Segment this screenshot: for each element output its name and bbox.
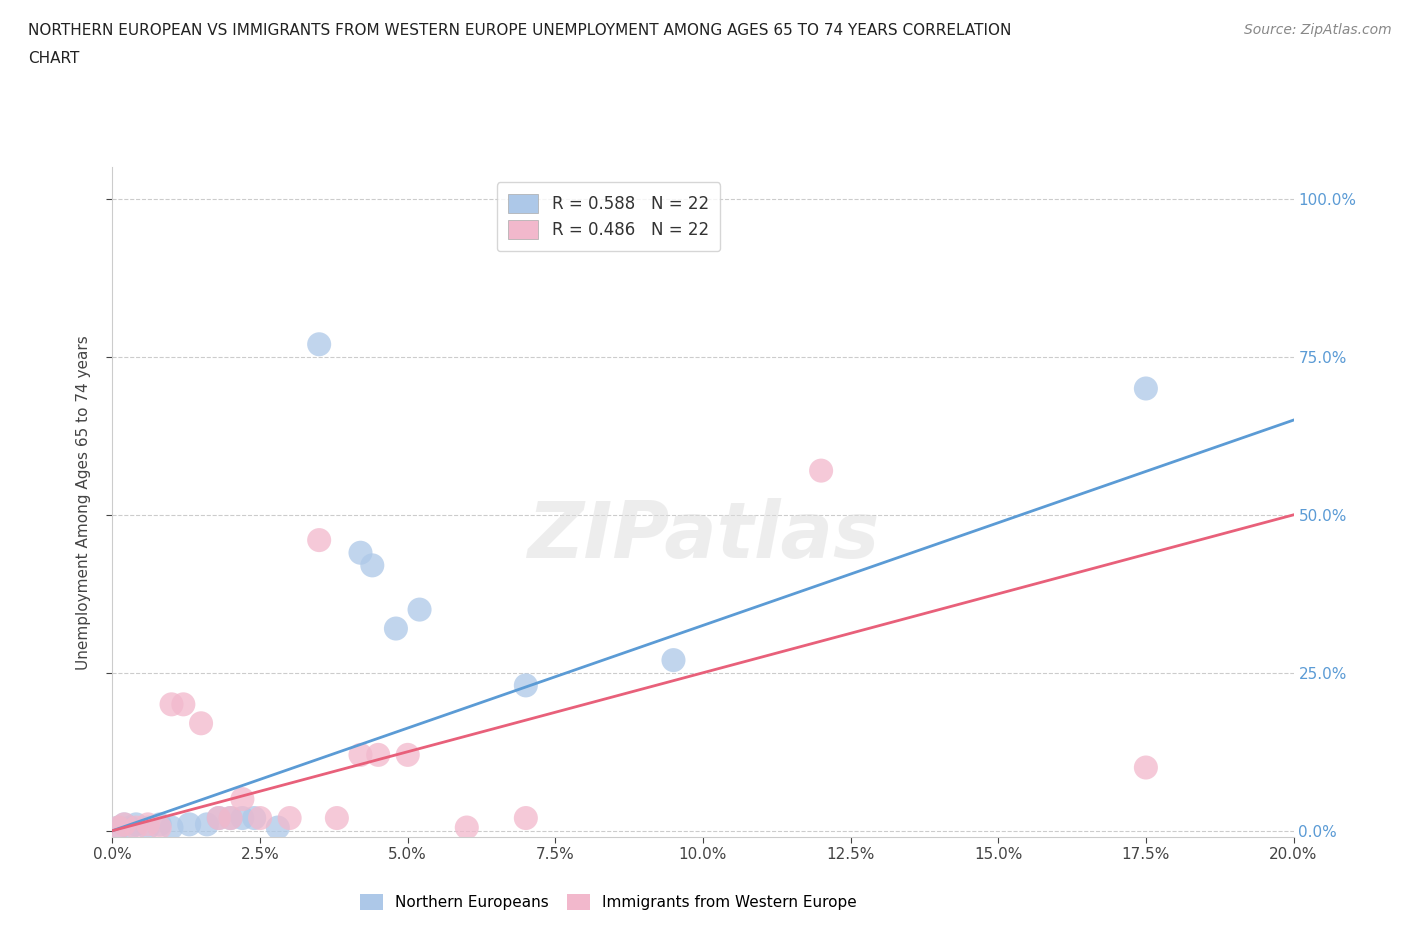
Text: Source: ZipAtlas.com: Source: ZipAtlas.com xyxy=(1244,23,1392,37)
Point xyxy=(308,533,330,548)
Point xyxy=(149,820,172,835)
Point xyxy=(1135,381,1157,396)
Point xyxy=(361,558,384,573)
Point xyxy=(326,811,349,826)
Text: CHART: CHART xyxy=(28,51,80,66)
Point xyxy=(456,820,478,835)
Point xyxy=(219,811,242,826)
Point xyxy=(385,621,408,636)
Point xyxy=(249,811,271,826)
Point xyxy=(208,811,231,826)
Point xyxy=(107,820,129,835)
Point xyxy=(136,817,159,831)
Point xyxy=(278,811,301,826)
Point xyxy=(195,817,218,831)
Point xyxy=(172,697,194,711)
Text: ZIPatlas: ZIPatlas xyxy=(527,498,879,574)
Point xyxy=(267,820,290,835)
Point xyxy=(231,791,253,806)
Point xyxy=(219,811,242,826)
Point xyxy=(120,820,142,835)
Legend: Northern Europeans, Immigrants from Western Europe: Northern Europeans, Immigrants from West… xyxy=(354,888,863,916)
Point xyxy=(515,811,537,826)
Point xyxy=(662,653,685,668)
Text: NORTHERN EUROPEAN VS IMMIGRANTS FROM WESTERN EUROPE UNEMPLOYMENT AMONG AGES 65 T: NORTHERN EUROPEAN VS IMMIGRANTS FROM WES… xyxy=(28,23,1011,38)
Point xyxy=(231,811,253,826)
Point xyxy=(160,697,183,711)
Point xyxy=(125,820,148,835)
Point xyxy=(208,811,231,826)
Y-axis label: Unemployment Among Ages 65 to 74 years: Unemployment Among Ages 65 to 74 years xyxy=(76,335,91,670)
Point xyxy=(1135,760,1157,775)
Point xyxy=(408,602,430,617)
Point xyxy=(125,817,148,831)
Point xyxy=(112,817,135,831)
Point xyxy=(179,817,201,831)
Point xyxy=(243,811,266,826)
Point xyxy=(190,716,212,731)
Point xyxy=(149,817,172,831)
Point xyxy=(367,748,389,763)
Point xyxy=(349,748,371,763)
Point xyxy=(810,463,832,478)
Point xyxy=(160,820,183,835)
Point xyxy=(107,820,129,835)
Point xyxy=(112,817,135,831)
Point xyxy=(136,820,159,835)
Point xyxy=(349,545,371,560)
Point xyxy=(308,337,330,352)
Point xyxy=(515,678,537,693)
Point xyxy=(396,748,419,763)
